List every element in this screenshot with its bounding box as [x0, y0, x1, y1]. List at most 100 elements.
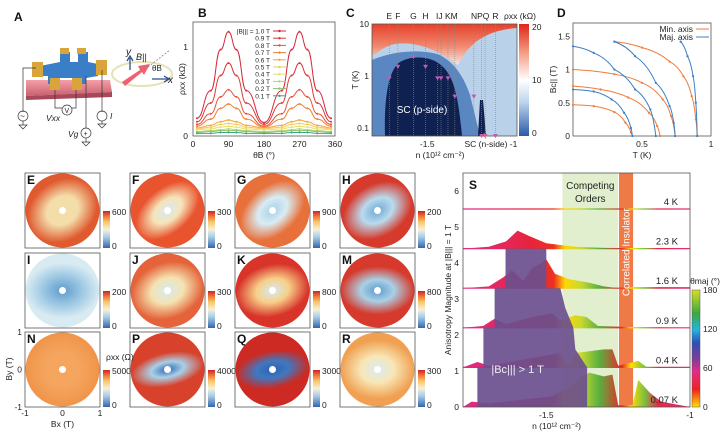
legend-label: 0.8 T [255, 43, 270, 50]
colorbar [691, 289, 701, 408]
data-point [245, 102, 248, 105]
data-point [280, 130, 283, 133]
cut-label: H [422, 11, 428, 21]
data-point [195, 125, 198, 128]
data-point [290, 48, 293, 51]
panel-label: K [237, 253, 246, 267]
data-point [209, 102, 212, 105]
data-point [209, 89, 212, 92]
colorbar-tick-label: 60 [703, 363, 713, 373]
cut-label: F [395, 11, 400, 21]
center-hole [164, 366, 171, 373]
x-axis-label: θB (°) [253, 150, 275, 160]
y-tick-label: 2 [454, 330, 459, 340]
polar-map-m: M 800 0 [339, 252, 441, 331]
graphene-hall-bar [40, 52, 98, 84]
colorbar [208, 211, 215, 248]
data-point [280, 132, 283, 135]
x-axis-label: n (10¹² cm⁻²) [416, 150, 465, 160]
colorbar-label: ρxx (Ω) [106, 352, 134, 362]
y-axis-label: T (K) [350, 70, 360, 89]
data-point [316, 102, 319, 105]
data-point [330, 128, 333, 131]
colorbar-max-label: 800 [322, 287, 336, 297]
data-point [195, 117, 198, 120]
legend-label: Min. axis [659, 24, 693, 34]
data-point [298, 125, 301, 128]
panel-a-device-schematic: A ~ V + Vxx Vg I y x B|| θB [14, 10, 174, 147]
tc-marker [452, 94, 458, 99]
data-point [316, 124, 319, 127]
polar-map-q: Q 3000 0 [234, 331, 341, 410]
data-point [571, 45, 575, 48]
y-tick-label: 0.1 [357, 123, 369, 133]
colorbar [418, 370, 425, 407]
panel-b-chart: 0 90 180 270 360 0 1 θB (°) ρxx (kΩ) |B||| = 1.0 … [177, 21, 342, 160]
data-point [571, 68, 575, 71]
map-frame [234, 172, 311, 249]
y-tick-label: 1 [364, 71, 369, 81]
map-frame [234, 252, 311, 329]
data-point [316, 132, 319, 135]
map-frame [129, 331, 206, 408]
colorbar [103, 291, 110, 328]
colorbar-max-label: 300 [217, 207, 231, 217]
data-point [263, 121, 265, 124]
data-point [298, 127, 301, 130]
colorbar-min-label: 0 [322, 321, 327, 331]
data-point [306, 74, 309, 77]
data-point [235, 129, 238, 132]
center-hole [374, 366, 381, 373]
map-frame [339, 252, 416, 329]
center-hole [269, 207, 276, 214]
polar-map-n: N 5000 0 [24, 331, 131, 410]
tc-marker [438, 76, 444, 81]
data-point [696, 134, 699, 138]
colorbar [418, 291, 425, 328]
data-point [245, 132, 248, 135]
data-point [316, 89, 319, 92]
panel-label: I [27, 253, 30, 267]
y-tick-label: 4 [454, 258, 459, 268]
contact-right [96, 60, 107, 75]
tc-marker [479, 134, 485, 138]
center-hole [59, 207, 66, 214]
map-frame [129, 252, 206, 329]
data-point [647, 111, 651, 114]
data-point [690, 95, 693, 98]
polar-map-e: E 600 0 [24, 172, 126, 251]
tc-marker [410, 55, 416, 60]
ac-source-symbol: ~ [20, 111, 25, 121]
field-arrow-icon [122, 64, 150, 86]
data-point [610, 98, 613, 101]
y-tick-label: -1 [14, 402, 22, 412]
tc-marker [395, 64, 401, 69]
x-tick-label: 360 [328, 139, 342, 149]
data-point [245, 126, 248, 129]
x-tick-label: 0 [191, 139, 196, 149]
y-tick-label: 5 [454, 222, 459, 232]
y-tick-label: 0 [17, 365, 22, 375]
data-point [306, 123, 309, 126]
data-point [235, 131, 238, 134]
tc-marker [471, 94, 477, 99]
tc-marker [445, 76, 451, 81]
x-tick-label: 90 [224, 139, 234, 149]
annotation-sc-n-side: SC (n-side) [465, 139, 508, 149]
map-frame [24, 252, 101, 329]
anisotropy-trace [463, 230, 690, 249]
vxx-label: Vxx [46, 113, 61, 123]
y-tick-label: 0 [454, 402, 459, 412]
data-point [306, 95, 309, 98]
annotation-sc-p-side: SC (p-side) [397, 105, 448, 116]
data-point [195, 132, 198, 135]
data-point [668, 104, 671, 108]
data-point [298, 61, 301, 64]
data-point [263, 132, 265, 135]
tc-marker [492, 134, 498, 138]
data-point [219, 131, 222, 134]
center-hole [269, 366, 276, 373]
y-tick-label: 0 [183, 131, 188, 141]
data-point [235, 48, 238, 51]
